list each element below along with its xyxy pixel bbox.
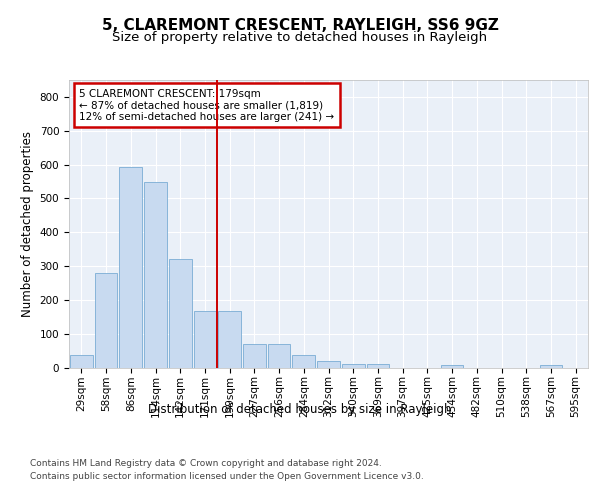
Text: Contains public sector information licensed under the Open Government Licence v3: Contains public sector information licen… xyxy=(30,472,424,481)
Text: Distribution of detached houses by size in Rayleigh: Distribution of detached houses by size … xyxy=(148,402,452,415)
Bar xyxy=(144,182,167,368)
Bar xyxy=(367,364,389,368)
Bar xyxy=(243,344,266,368)
Bar xyxy=(342,364,365,368)
Bar xyxy=(292,356,315,368)
Bar xyxy=(268,344,290,368)
Bar xyxy=(70,356,93,368)
Text: Size of property relative to detached houses in Rayleigh: Size of property relative to detached ho… xyxy=(112,31,488,44)
Y-axis label: Number of detached properties: Number of detached properties xyxy=(21,130,34,317)
Text: 5 CLAREMONT CRESCENT: 179sqm
← 87% of detached houses are smaller (1,819)
12% of: 5 CLAREMONT CRESCENT: 179sqm ← 87% of de… xyxy=(79,88,335,122)
Bar xyxy=(119,168,142,368)
Bar xyxy=(539,365,562,368)
Text: Contains HM Land Registry data © Crown copyright and database right 2024.: Contains HM Land Registry data © Crown c… xyxy=(30,458,382,468)
Text: 5, CLAREMONT CRESCENT, RAYLEIGH, SS6 9GZ: 5, CLAREMONT CRESCENT, RAYLEIGH, SS6 9GZ xyxy=(101,18,499,32)
Bar xyxy=(194,310,216,368)
Bar xyxy=(95,274,118,368)
Bar xyxy=(317,360,340,368)
Bar xyxy=(169,260,191,368)
Bar xyxy=(441,365,463,368)
Bar xyxy=(218,310,241,368)
